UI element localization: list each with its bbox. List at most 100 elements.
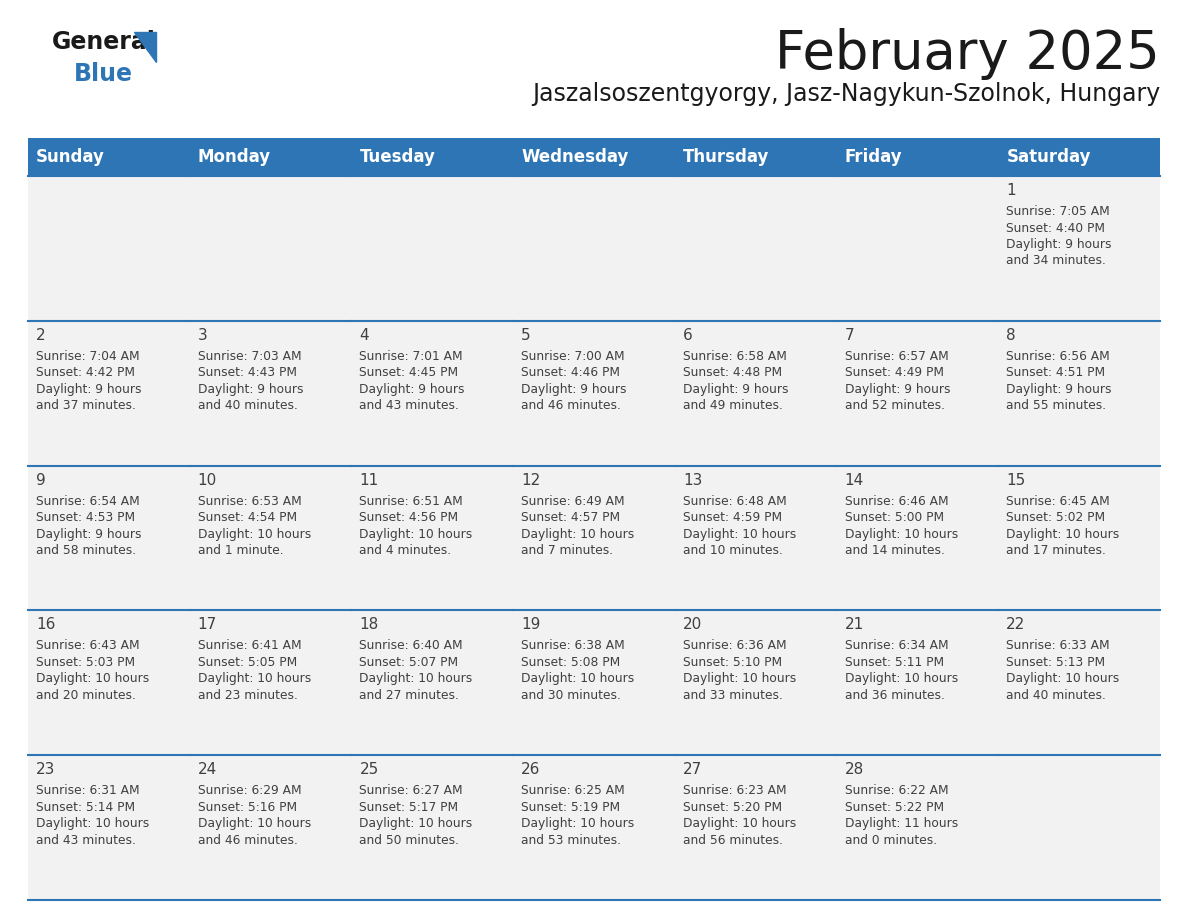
Text: Sunset: 4:45 PM: Sunset: 4:45 PM <box>360 366 459 379</box>
Text: Daylight: 10 hours: Daylight: 10 hours <box>360 528 473 541</box>
Text: Sunset: 4:54 PM: Sunset: 4:54 PM <box>197 511 297 524</box>
Bar <box>836 176 998 320</box>
Text: 20: 20 <box>683 618 702 633</box>
Text: and 17 minutes.: and 17 minutes. <box>1006 544 1106 557</box>
Text: Daylight: 10 hours: Daylight: 10 hours <box>36 817 150 830</box>
Text: Sunset: 5:14 PM: Sunset: 5:14 PM <box>36 800 135 813</box>
Text: 9: 9 <box>36 473 46 487</box>
Bar <box>998 320 1159 465</box>
Text: Daylight: 9 hours: Daylight: 9 hours <box>360 383 465 396</box>
Text: and 7 minutes.: and 7 minutes. <box>522 544 613 557</box>
Bar <box>836 465 998 610</box>
Text: Sunrise: 7:05 AM: Sunrise: 7:05 AM <box>1006 205 1110 218</box>
Text: Sunrise: 6:40 AM: Sunrise: 6:40 AM <box>360 640 463 653</box>
Bar <box>998 610 1159 756</box>
Text: 3: 3 <box>197 328 208 342</box>
Text: Monday: Monday <box>197 148 271 166</box>
Text: Sunset: 5:02 PM: Sunset: 5:02 PM <box>1006 511 1105 524</box>
Text: Sunrise: 6:36 AM: Sunrise: 6:36 AM <box>683 640 786 653</box>
Text: Daylight: 10 hours: Daylight: 10 hours <box>197 672 311 686</box>
Text: Sunset: 5:11 PM: Sunset: 5:11 PM <box>845 655 943 669</box>
Text: and 43 minutes.: and 43 minutes. <box>360 399 460 412</box>
Text: Daylight: 9 hours: Daylight: 9 hours <box>1006 238 1112 251</box>
Bar <box>513 176 675 320</box>
Text: 6: 6 <box>683 328 693 342</box>
Text: 25: 25 <box>360 762 379 778</box>
Bar <box>998 465 1159 610</box>
Text: Saturday: Saturday <box>1006 148 1091 166</box>
Text: 27: 27 <box>683 762 702 778</box>
Text: Sunrise: 6:46 AM: Sunrise: 6:46 AM <box>845 495 948 508</box>
Bar <box>29 138 1159 176</box>
Text: Blue: Blue <box>74 62 133 86</box>
Text: Sunrise: 6:45 AM: Sunrise: 6:45 AM <box>1006 495 1110 508</box>
Text: Sunset: 4:57 PM: Sunset: 4:57 PM <box>522 511 620 524</box>
Text: Sunset: 5:16 PM: Sunset: 5:16 PM <box>197 800 297 813</box>
Text: 28: 28 <box>845 762 864 778</box>
Polygon shape <box>134 32 156 62</box>
Text: General: General <box>52 30 156 54</box>
Text: and 0 minutes.: and 0 minutes. <box>845 834 936 846</box>
Text: 8: 8 <box>1006 328 1016 342</box>
Bar <box>29 610 190 756</box>
Text: Daylight: 10 hours: Daylight: 10 hours <box>197 817 311 830</box>
Bar <box>836 756 998 900</box>
Bar <box>352 176 513 320</box>
Text: 2: 2 <box>36 328 45 342</box>
Text: Wednesday: Wednesday <box>522 148 628 166</box>
Text: Sunrise: 6:58 AM: Sunrise: 6:58 AM <box>683 350 786 363</box>
Text: 22: 22 <box>1006 618 1025 633</box>
Text: Sunrise: 6:27 AM: Sunrise: 6:27 AM <box>360 784 463 797</box>
Text: Sunset: 4:56 PM: Sunset: 4:56 PM <box>360 511 459 524</box>
Text: 15: 15 <box>1006 473 1025 487</box>
Bar <box>836 610 998 756</box>
Text: and 50 minutes.: and 50 minutes. <box>360 834 460 846</box>
Text: Daylight: 9 hours: Daylight: 9 hours <box>845 383 950 396</box>
Bar <box>190 176 352 320</box>
Text: Daylight: 10 hours: Daylight: 10 hours <box>683 672 796 686</box>
Text: and 52 minutes.: and 52 minutes. <box>845 399 944 412</box>
Text: Daylight: 10 hours: Daylight: 10 hours <box>522 817 634 830</box>
Text: Sunset: 5:13 PM: Sunset: 5:13 PM <box>1006 655 1105 669</box>
Text: Sunrise: 6:56 AM: Sunrise: 6:56 AM <box>1006 350 1110 363</box>
Text: and 43 minutes.: and 43 minutes. <box>36 834 135 846</box>
Text: and 40 minutes.: and 40 minutes. <box>197 399 297 412</box>
Text: and 46 minutes.: and 46 minutes. <box>522 399 621 412</box>
Text: and 56 minutes.: and 56 minutes. <box>683 834 783 846</box>
Text: and 53 minutes.: and 53 minutes. <box>522 834 621 846</box>
Text: Sunset: 5:08 PM: Sunset: 5:08 PM <box>522 655 620 669</box>
Bar <box>190 320 352 465</box>
Text: 13: 13 <box>683 473 702 487</box>
Text: Sunset: 5:00 PM: Sunset: 5:00 PM <box>845 511 943 524</box>
Text: Daylight: 10 hours: Daylight: 10 hours <box>683 817 796 830</box>
Text: and 30 minutes.: and 30 minutes. <box>522 688 621 702</box>
Bar <box>513 465 675 610</box>
Bar <box>190 610 352 756</box>
Text: Daylight: 9 hours: Daylight: 9 hours <box>197 383 303 396</box>
Text: Sunrise: 7:04 AM: Sunrise: 7:04 AM <box>36 350 140 363</box>
Text: 1: 1 <box>1006 183 1016 198</box>
Bar <box>190 756 352 900</box>
Text: 5: 5 <box>522 328 531 342</box>
Text: Sunset: 4:46 PM: Sunset: 4:46 PM <box>522 366 620 379</box>
Text: Daylight: 10 hours: Daylight: 10 hours <box>683 528 796 541</box>
Text: and 40 minutes.: and 40 minutes. <box>1006 688 1106 702</box>
Text: Daylight: 10 hours: Daylight: 10 hours <box>1006 528 1119 541</box>
Text: Sunset: 5:03 PM: Sunset: 5:03 PM <box>36 655 135 669</box>
Text: Sunrise: 6:54 AM: Sunrise: 6:54 AM <box>36 495 140 508</box>
Text: Friday: Friday <box>845 148 902 166</box>
Text: and 20 minutes.: and 20 minutes. <box>36 688 135 702</box>
Text: Sunrise: 6:48 AM: Sunrise: 6:48 AM <box>683 495 786 508</box>
Text: and 4 minutes.: and 4 minutes. <box>360 544 451 557</box>
Text: Daylight: 10 hours: Daylight: 10 hours <box>845 672 958 686</box>
Bar <box>29 756 190 900</box>
Text: Daylight: 10 hours: Daylight: 10 hours <box>522 528 634 541</box>
Text: Sunset: 5:05 PM: Sunset: 5:05 PM <box>197 655 297 669</box>
Text: Sunrise: 6:23 AM: Sunrise: 6:23 AM <box>683 784 786 797</box>
Text: Sunset: 4:48 PM: Sunset: 4:48 PM <box>683 366 782 379</box>
Text: Daylight: 10 hours: Daylight: 10 hours <box>845 528 958 541</box>
Text: Sunset: 4:43 PM: Sunset: 4:43 PM <box>197 366 297 379</box>
Text: 19: 19 <box>522 618 541 633</box>
Text: Thursday: Thursday <box>683 148 770 166</box>
Text: Sunrise: 6:34 AM: Sunrise: 6:34 AM <box>845 640 948 653</box>
